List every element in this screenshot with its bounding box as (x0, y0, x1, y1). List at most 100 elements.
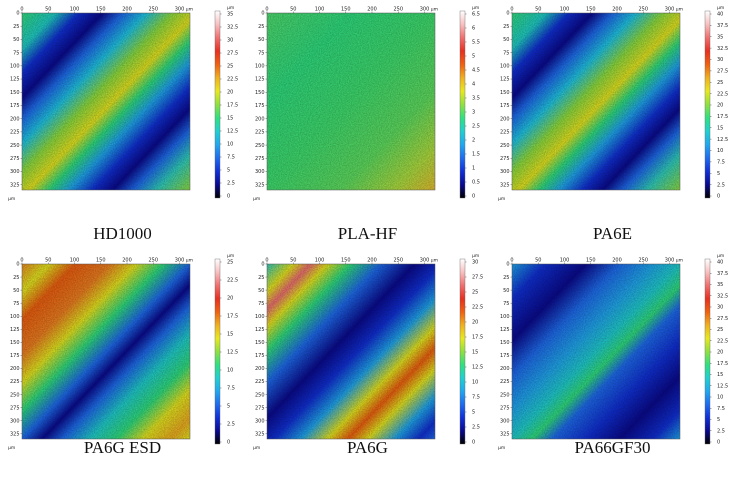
y-tick-label: 125 (500, 77, 510, 83)
x-tick-label: 0 (265, 258, 268, 264)
x-tick-label: 200 (612, 7, 622, 13)
x-tick-label: 200 (367, 7, 377, 13)
height-map-texture (22, 264, 190, 439)
colorbar-tick-label: 2.5 (717, 428, 725, 434)
y-tick-label: 175 (10, 353, 20, 359)
y-tick-label: 25 (258, 275, 264, 281)
y-tick-label: 75 (503, 301, 509, 307)
x-unit-label: µm (431, 8, 438, 13)
colorbar-tick-label: 20 (717, 350, 723, 356)
colorbar (704, 258, 711, 445)
x-tick-label: 300 (665, 7, 675, 13)
y-tick-label: 50 (503, 288, 509, 294)
x-tick-label: 150 (341, 7, 351, 13)
y-tick-label: 200 (255, 116, 265, 122)
colorbar-tick-label: 25 (717, 80, 723, 86)
y-unit-label: µm (498, 197, 505, 202)
surface-map: 0 50 100 150 200 250 300 µm02550751001251501752… (498, 6, 728, 202)
y-tick-label: 250 (255, 143, 265, 149)
colorbar-tick-label: 27.5 (717, 316, 728, 322)
colorbar (459, 10, 466, 199)
colorbar-tick-label: 20 (717, 103, 723, 109)
x-tick-label: 250 (393, 258, 403, 264)
y-tick-label: 125 (255, 327, 265, 333)
x-tick-label: 0 (510, 258, 513, 264)
colorbar-tick-label: 1.5 (472, 152, 480, 158)
colorbar-tick-label: 4 (472, 82, 475, 88)
colorbar-tick-label: 5 (227, 168, 230, 174)
y-tick-label: 300 (500, 418, 510, 424)
colorbar-tick-label: 30 (472, 260, 478, 266)
colorbar-tick-label: 0 (717, 440, 720, 446)
colorbar (214, 258, 221, 445)
surface-map: 0 50 100 150 200 250 300 µm02550751001251501752… (498, 254, 728, 451)
y-tick-label: 75 (503, 50, 509, 56)
x-tick-label: 150 (96, 258, 106, 264)
x-tick-label: 150 (341, 258, 351, 264)
x-tick-label: 250 (393, 7, 403, 13)
y-tick-label: 225 (10, 130, 20, 136)
height-map-texture (512, 264, 680, 439)
y-unit-label: µm (8, 197, 15, 202)
y-tick-label: 225 (10, 379, 20, 385)
y-tick-label: 75 (258, 50, 264, 56)
colorbar-tick-label: 35 (227, 12, 233, 18)
y-tick-label: 125 (10, 77, 20, 83)
y-tick-label: 0 (16, 11, 19, 17)
plot-frame (511, 12, 681, 191)
colorbar-tick-label: 22.5 (717, 338, 728, 344)
colorbar-tick-label: 2.5 (472, 425, 480, 431)
y-tick-label: 325 (500, 182, 510, 188)
caption: PA66GF30 (574, 438, 651, 457)
x-tick-label: 200 (612, 258, 622, 264)
colorbar-tick-label: 25 (472, 290, 478, 296)
y-tick-label: 0 (261, 11, 264, 17)
x-tick-label: 300 (420, 258, 430, 264)
y-tick-label: 150 (255, 90, 265, 96)
x-tick-label: 0 (265, 7, 268, 13)
colorbar-unit-label: µm (227, 6, 234, 11)
colorbar-tick-label: 0 (717, 194, 720, 200)
x-tick-label: 250 (638, 258, 648, 264)
x-unit-label: µm (676, 259, 683, 264)
x-tick-label: 50 (45, 7, 51, 13)
colorbar (214, 10, 221, 199)
y-tick-label: 125 (255, 77, 265, 83)
y-tick-label: 175 (500, 103, 510, 109)
x-tick-label: 150 (586, 7, 596, 13)
y-tick-label: 225 (255, 130, 265, 136)
y-tick-label: 25 (503, 24, 509, 30)
y-tick-label: 325 (255, 182, 265, 188)
colorbar-unit-label: µm (717, 6, 724, 11)
surface-map: 0 50 100 150 200 250 300 µm02550751001251501752… (8, 254, 238, 451)
y-tick-label: 250 (255, 392, 265, 398)
colorbar-tick-label: 17.5 (472, 335, 483, 341)
colorbar-tick-label: 37.5 (717, 23, 728, 29)
x-tick-label: 200 (367, 258, 377, 264)
y-unit-label: µm (253, 197, 260, 202)
colorbar-tick-label: 5.5 (472, 40, 480, 46)
y-tick-label: 300 (255, 418, 265, 424)
y-tick-label: 325 (10, 431, 20, 437)
colorbar-tick-label: 12.5 (227, 350, 238, 356)
colorbar-tick-label: 6.5 (472, 12, 480, 18)
x-tick-label: 50 (45, 258, 51, 264)
y-unit-label: µm (498, 446, 505, 451)
colorbar-tick-label: 6 (472, 26, 475, 32)
caption: PA6G ESD (83, 438, 162, 457)
plot-frame (511, 263, 681, 440)
colorbar-tick-label: 25 (227, 64, 233, 70)
colorbar-tick-label: 15 (717, 125, 723, 131)
x-tick-label: 50 (290, 7, 296, 13)
y-tick-label: 125 (10, 327, 20, 333)
colorbar-tick-label: 20 (227, 90, 233, 96)
y-tick-label: 175 (255, 353, 265, 359)
x-unit-label: µm (186, 8, 193, 13)
x-tick-label: 100 (70, 7, 80, 13)
colorbar-tick-label: 7.5 (227, 155, 235, 161)
y-tick-label: 0 (261, 262, 264, 268)
colorbar-tick-label: 7.5 (717, 406, 725, 412)
plot-frame (21, 263, 191, 440)
surface-map: 0 50 100 150 200 250 300 µm02550751001251501752… (253, 254, 483, 451)
x-tick-label: 100 (70, 258, 80, 264)
